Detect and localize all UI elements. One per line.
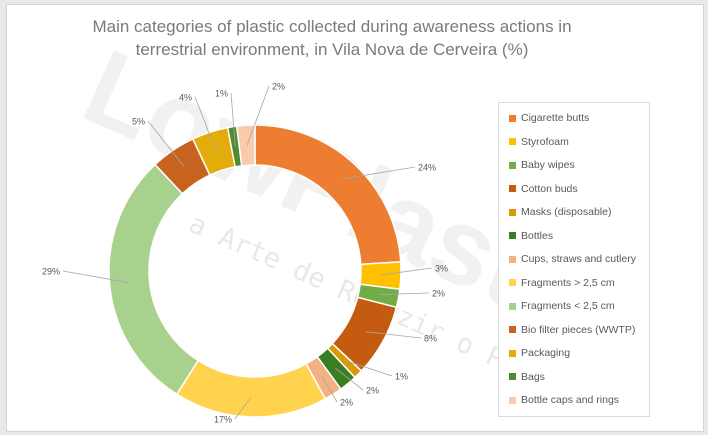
data-label: 2%	[340, 398, 353, 408]
legend-item: Baby wipes	[509, 159, 575, 175]
legend-item: Cups, straws and cutlery	[509, 253, 636, 269]
leader-line	[378, 292, 430, 296]
leader-line	[147, 120, 185, 168]
legend-item: Fragments < 2,5 cm	[509, 300, 615, 316]
chart-legend: Cigarette butts Styrofoam Baby wipes Cotton…	[498, 102, 650, 417]
legend-swatch	[509, 232, 516, 240]
legend-swatch	[509, 279, 516, 287]
chart-title-line-1: Main categories of plastic collected dur…	[92, 17, 572, 36]
chart-title: Main categories of plastic collected dur…	[7, 15, 657, 61]
data-label: 2%	[366, 386, 379, 396]
leader-line	[335, 367, 364, 391]
doughnut-chart: 24% 3% 2% 8% 1% 2% 2% 17% 29% 5% 4% 1% 2%	[42, 82, 448, 425]
data-label: 3%	[435, 264, 448, 274]
data-label: 8%	[424, 334, 437, 344]
legend-item: Cotton buds	[509, 183, 578, 199]
data-label: 24%	[418, 163, 436, 173]
data-label: 4%	[179, 93, 192, 103]
legend-label: Bio filter pieces (WWTP)	[521, 323, 636, 336]
data-label: 2%	[272, 82, 285, 92]
legend-item: Bags	[509, 371, 545, 387]
legend-label: Packaging	[521, 347, 571, 359]
legend-label: Cups, straws and cutlery	[521, 253, 636, 265]
legend-item: Bottles	[509, 230, 553, 246]
legend-label: Bottle caps and rings	[521, 394, 620, 406]
legend-swatch	[509, 161, 516, 169]
leader-line	[246, 85, 270, 146]
data-label: 2%	[432, 289, 445, 299]
legend-label: Cotton buds	[521, 182, 578, 195]
chart-frame: Main categories of plastic collected dur…	[6, 4, 704, 432]
data-label: 17%	[214, 415, 232, 425]
legend-item: Cigarette butts	[509, 112, 589, 128]
legend-swatch	[509, 255, 516, 263]
legend-item: Styrofoam	[509, 136, 569, 152]
legend-swatch	[509, 326, 516, 334]
legend-label: Styrofoam	[521, 135, 569, 148]
slice-cigarette-butts	[254, 124, 402, 266]
legend-swatch	[509, 114, 516, 122]
data-label: 5%	[132, 117, 145, 127]
legend-swatch	[509, 373, 516, 381]
legend-swatch	[509, 208, 516, 216]
data-label: 29%	[42, 267, 60, 277]
leader-line	[230, 92, 236, 147]
legend-label: Bags	[521, 370, 545, 383]
leader-line	[62, 270, 130, 284]
legend-label: Masks (disposable)	[521, 206, 612, 218]
leader-line	[343, 359, 393, 377]
legend-item: Packaging	[509, 347, 570, 363]
legend-label: Cigarette butts	[521, 112, 590, 124]
legend-item: Fragments > 2,5 cm	[509, 277, 615, 293]
legend-item: Masks (disposable)	[509, 206, 611, 222]
legend-swatch	[509, 138, 516, 146]
legend-label: Fragments < 2,5 cm	[521, 300, 615, 312]
legend-label: Fragments > 2,5 cm	[521, 276, 615, 289]
leader-line	[322, 377, 338, 403]
legend-label: Baby wipes	[521, 159, 575, 171]
legend-label: Bottles	[521, 229, 554, 242]
legend-swatch	[509, 396, 516, 404]
slice-fragments-2-5-cm	[108, 163, 200, 396]
legend-swatch	[509, 349, 516, 357]
data-label: 1%	[215, 89, 228, 99]
slice-fragments-2-5-cm	[175, 359, 327, 418]
legend-swatch	[509, 302, 516, 310]
leader-line	[341, 166, 416, 180]
chart-title-line-2: terrestrial environment, in Vila Nova de…	[135, 40, 529, 59]
legend-swatch	[509, 185, 516, 193]
data-label: 1%	[395, 372, 408, 382]
leader-line	[194, 96, 217, 152]
legend-item: Bottle caps and rings	[509, 394, 619, 410]
legend-item: Bio filter pieces (WWTP)	[509, 324, 635, 340]
leader-line	[380, 267, 433, 276]
leader-line	[234, 396, 252, 420]
leader-line	[365, 331, 422, 339]
